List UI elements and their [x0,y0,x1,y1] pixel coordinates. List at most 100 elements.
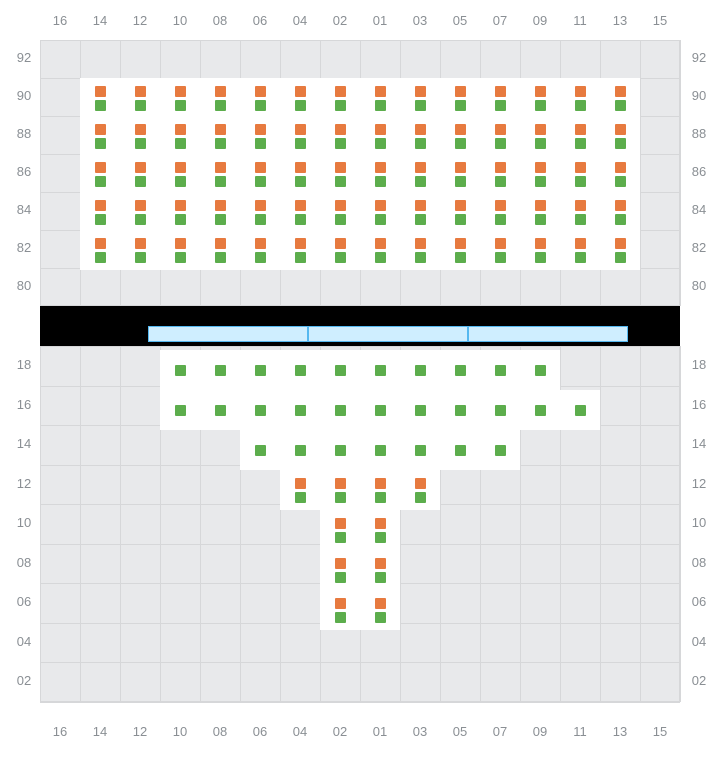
seat[interactable] [240,78,280,118]
seat[interactable] [520,116,560,156]
seat[interactable] [400,78,440,118]
seat[interactable] [560,78,600,118]
seat[interactable] [480,390,520,430]
seat[interactable] [320,390,360,430]
seat[interactable] [120,154,160,194]
seat[interactable] [480,154,520,194]
seat[interactable] [280,154,320,194]
seat[interactable] [280,350,320,390]
seat[interactable] [400,230,440,270]
seat[interactable] [520,192,560,232]
seat[interactable] [520,390,560,430]
seat[interactable] [160,230,200,270]
seat[interactable] [400,390,440,430]
seat[interactable] [240,192,280,232]
seat[interactable] [120,230,160,270]
seat[interactable] [560,116,600,156]
seat[interactable] [200,116,240,156]
seat[interactable] [360,470,400,510]
seat[interactable] [80,230,120,270]
seat[interactable] [320,116,360,156]
seat[interactable] [240,154,280,194]
seat[interactable] [400,116,440,156]
seat[interactable] [360,430,400,470]
seat[interactable] [360,154,400,194]
seat[interactable] [520,78,560,118]
seat[interactable] [440,116,480,156]
seat[interactable] [200,192,240,232]
seat[interactable] [600,78,640,118]
seat[interactable] [360,192,400,232]
seat[interactable] [280,430,320,470]
seat[interactable] [280,78,320,118]
seat[interactable] [120,192,160,232]
seat[interactable] [440,154,480,194]
seat[interactable] [80,116,120,156]
seat[interactable] [480,230,520,270]
seat[interactable] [200,78,240,118]
seat[interactable] [280,470,320,510]
seat[interactable] [240,116,280,156]
seat[interactable] [320,430,360,470]
seat[interactable] [80,78,120,118]
seat[interactable] [600,192,640,232]
seat[interactable] [400,192,440,232]
seat[interactable] [160,78,200,118]
seat[interactable] [560,390,600,430]
seat[interactable] [360,390,400,430]
seat[interactable] [560,154,600,194]
seat[interactable] [440,350,480,390]
seat[interactable] [560,230,600,270]
seat[interactable] [400,154,440,194]
seat[interactable] [240,350,280,390]
seat[interactable] [400,430,440,470]
seat[interactable] [200,350,240,390]
seat[interactable] [360,510,400,550]
seat[interactable] [320,550,360,590]
seat[interactable] [240,390,280,430]
seat[interactable] [440,390,480,430]
seat[interactable] [320,470,360,510]
seat[interactable] [480,78,520,118]
seat[interactable] [240,430,280,470]
seat[interactable] [320,154,360,194]
seat[interactable] [400,350,440,390]
seat[interactable] [600,116,640,156]
seat[interactable] [440,230,480,270]
seat[interactable] [600,154,640,194]
seat[interactable] [80,192,120,232]
seat[interactable] [160,390,200,430]
seat[interactable] [520,230,560,270]
seat[interactable] [200,230,240,270]
seat[interactable] [360,230,400,270]
seat[interactable] [200,154,240,194]
seat[interactable] [160,116,200,156]
seat[interactable] [400,470,440,510]
seat[interactable] [160,350,200,390]
seat[interactable] [320,510,360,550]
seat[interactable] [320,350,360,390]
seat[interactable] [440,430,480,470]
seat[interactable] [480,116,520,156]
seat[interactable] [240,230,280,270]
seat[interactable] [120,78,160,118]
seat[interactable] [360,590,400,630]
seat[interactable] [280,390,320,430]
seat[interactable] [480,430,520,470]
seat[interactable] [320,78,360,118]
seat[interactable] [440,78,480,118]
seat[interactable] [280,230,320,270]
seat[interactable] [520,350,560,390]
seat[interactable] [480,350,520,390]
seat[interactable] [520,154,560,194]
seat[interactable] [360,550,400,590]
seat[interactable] [200,390,240,430]
seat[interactable] [160,192,200,232]
seat[interactable] [80,154,120,194]
seat[interactable] [600,230,640,270]
seat[interactable] [360,78,400,118]
seat[interactable] [320,590,360,630]
seat[interactable] [280,116,320,156]
seat[interactable] [280,192,320,232]
seat[interactable] [560,192,600,232]
